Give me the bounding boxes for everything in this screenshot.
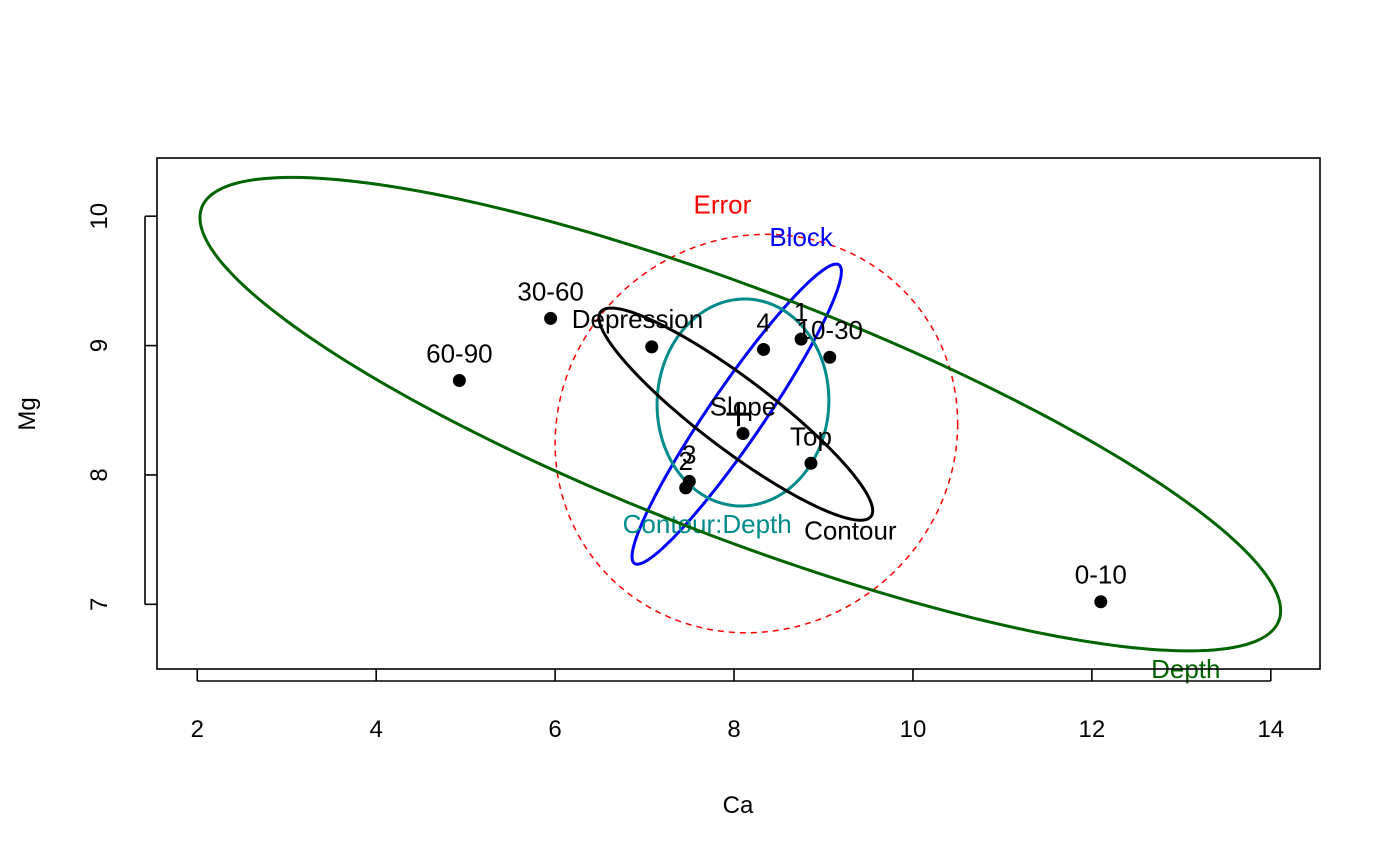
- x-axis-label: Ca: [723, 792, 754, 819]
- point-label-top: Top: [790, 421, 832, 451]
- point-layer: 30-60 60-90 Depression 4 110-30 Slope Top 32 0-1…: [426, 276, 1127, 609]
- ellipse-block: [630, 262, 843, 566]
- x-tick-label-8: 8: [727, 716, 740, 743]
- point-4: [757, 342, 771, 356]
- centroid-marker: [726, 402, 751, 427]
- point-label-10-30: 10-30: [797, 315, 864, 345]
- y-axis-label: Mg: [14, 397, 41, 430]
- point-label-4: 4: [756, 307, 770, 337]
- y-tick-label-9: 9: [86, 339, 113, 352]
- x-tick-label-6: 6: [548, 716, 561, 743]
- ellipse-error: [554, 233, 959, 634]
- point-depression: [645, 340, 659, 354]
- point-60-90: [452, 374, 466, 388]
- ellipse-depth: [198, 175, 1283, 653]
- point-label-30-60: 30-60: [517, 276, 584, 306]
- ellipse-label-error: Error: [694, 190, 752, 220]
- point-label-depression: Depression: [572, 304, 704, 334]
- x-tick-label-14: 14: [1257, 716, 1284, 743]
- x-tick-label-12: 12: [1079, 716, 1106, 743]
- point-top: [804, 456, 818, 470]
- point-2: [679, 481, 693, 495]
- y-tick-label-7: 7: [86, 598, 113, 611]
- point-slope: [736, 427, 750, 441]
- ellipse-label-contour: Contour: [804, 516, 897, 546]
- point-label-0-10: 0-10: [1075, 560, 1127, 590]
- point-30-60: [544, 311, 558, 325]
- point-1: [794, 332, 808, 346]
- y-tick-label-8: 8: [86, 468, 113, 481]
- ellipse-contour: [597, 306, 875, 522]
- plot-frame: [156, 157, 1321, 670]
- point-label-2: 2: [678, 446, 692, 476]
- x-tick-label-2: 2: [191, 716, 204, 743]
- ellipse-label-block: Block: [769, 222, 834, 252]
- point-label-60-90: 60-90: [426, 339, 493, 369]
- point-label-slope: Slope: [710, 392, 777, 422]
- y-tick-label-10: 10: [86, 203, 113, 230]
- x-tick-label-10: 10: [900, 716, 927, 743]
- point-0-10: [1094, 595, 1108, 609]
- point-label-3: 3: [682, 439, 696, 469]
- point-label-1: 1: [794, 297, 808, 327]
- point-10-30: [823, 350, 837, 364]
- x-tick-label-4: 4: [370, 716, 383, 743]
